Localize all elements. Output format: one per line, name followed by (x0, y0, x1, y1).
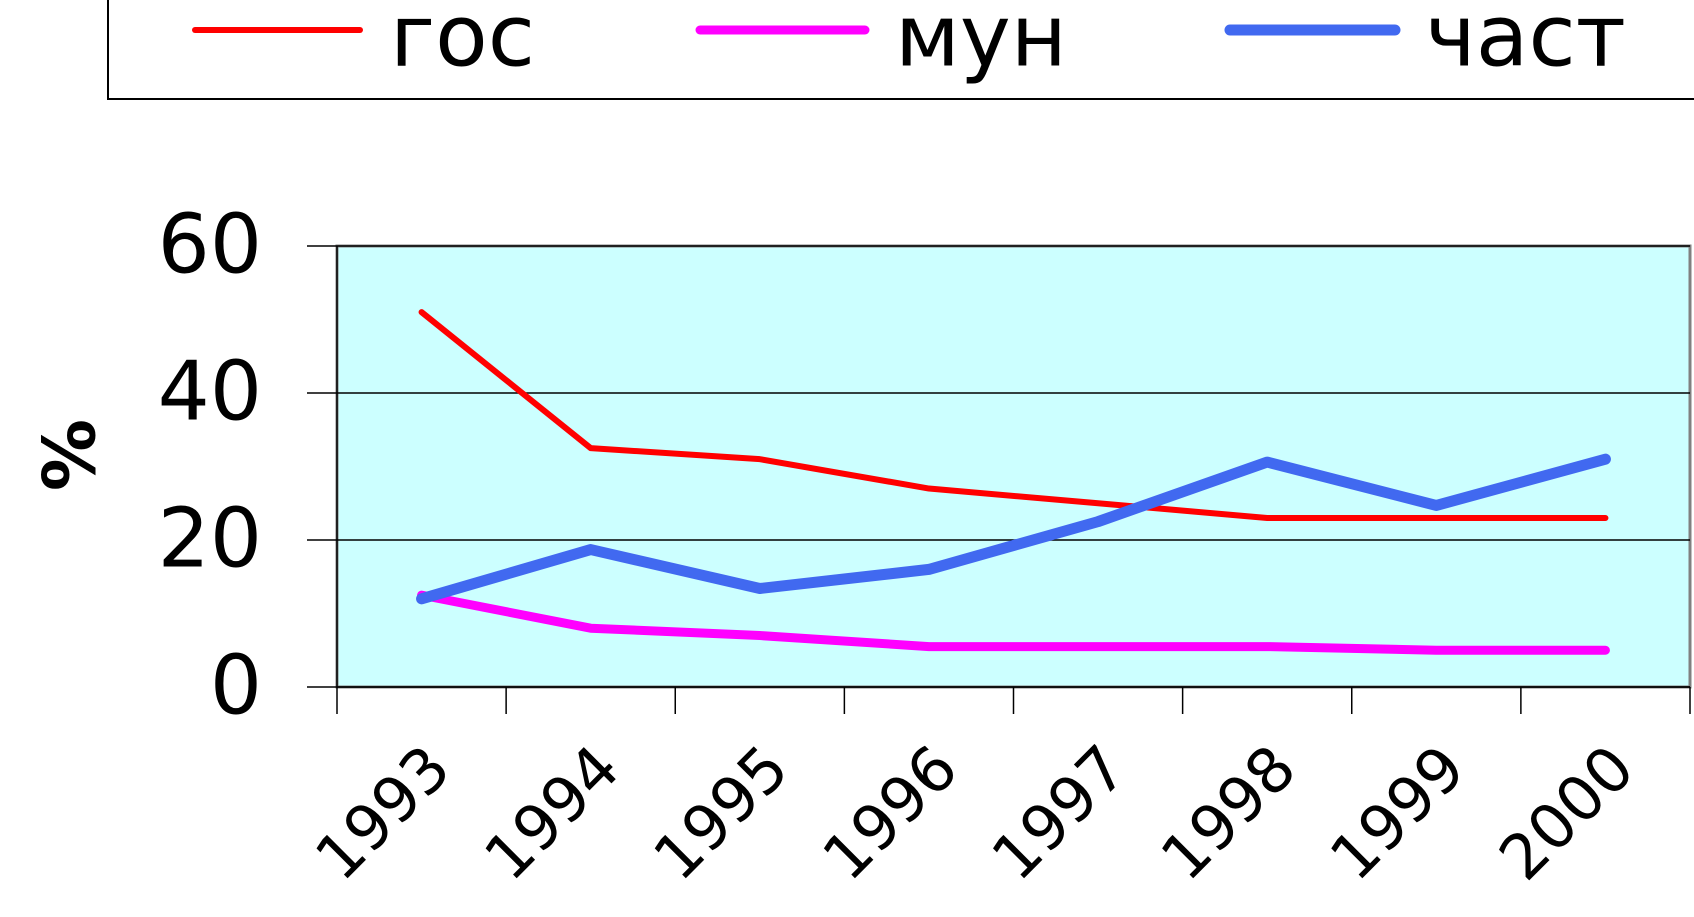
series-line (416, 453, 1611, 605)
x-tick-label: 2000 (1485, 731, 1648, 894)
x-tick-label: 1997 (978, 731, 1141, 894)
legend-label: гос (390, 0, 535, 86)
legend-label: част (1425, 0, 1626, 86)
y-axis-label: % (28, 419, 112, 491)
y-tick-label: 60 (158, 197, 262, 292)
legend-label: мун (895, 0, 1067, 86)
x-tick-label: 1998 (1147, 731, 1310, 894)
legend-box (107, 0, 1694, 100)
x-tick-label: 1995 (639, 731, 802, 894)
series-line (417, 590, 1610, 655)
x-tick-label: 1996 (808, 731, 971, 894)
series-line (418, 309, 1609, 521)
y-tick-label: 40 (158, 344, 262, 439)
x-tick-label: 1999 (1316, 731, 1479, 894)
plot-area (335, 244, 1692, 689)
y-tick-label: 0 (210, 638, 262, 733)
x-tick-label: 1993 (301, 731, 464, 894)
y-tick-label: 20 (158, 491, 262, 586)
x-tick-label: 1994 (470, 731, 633, 894)
